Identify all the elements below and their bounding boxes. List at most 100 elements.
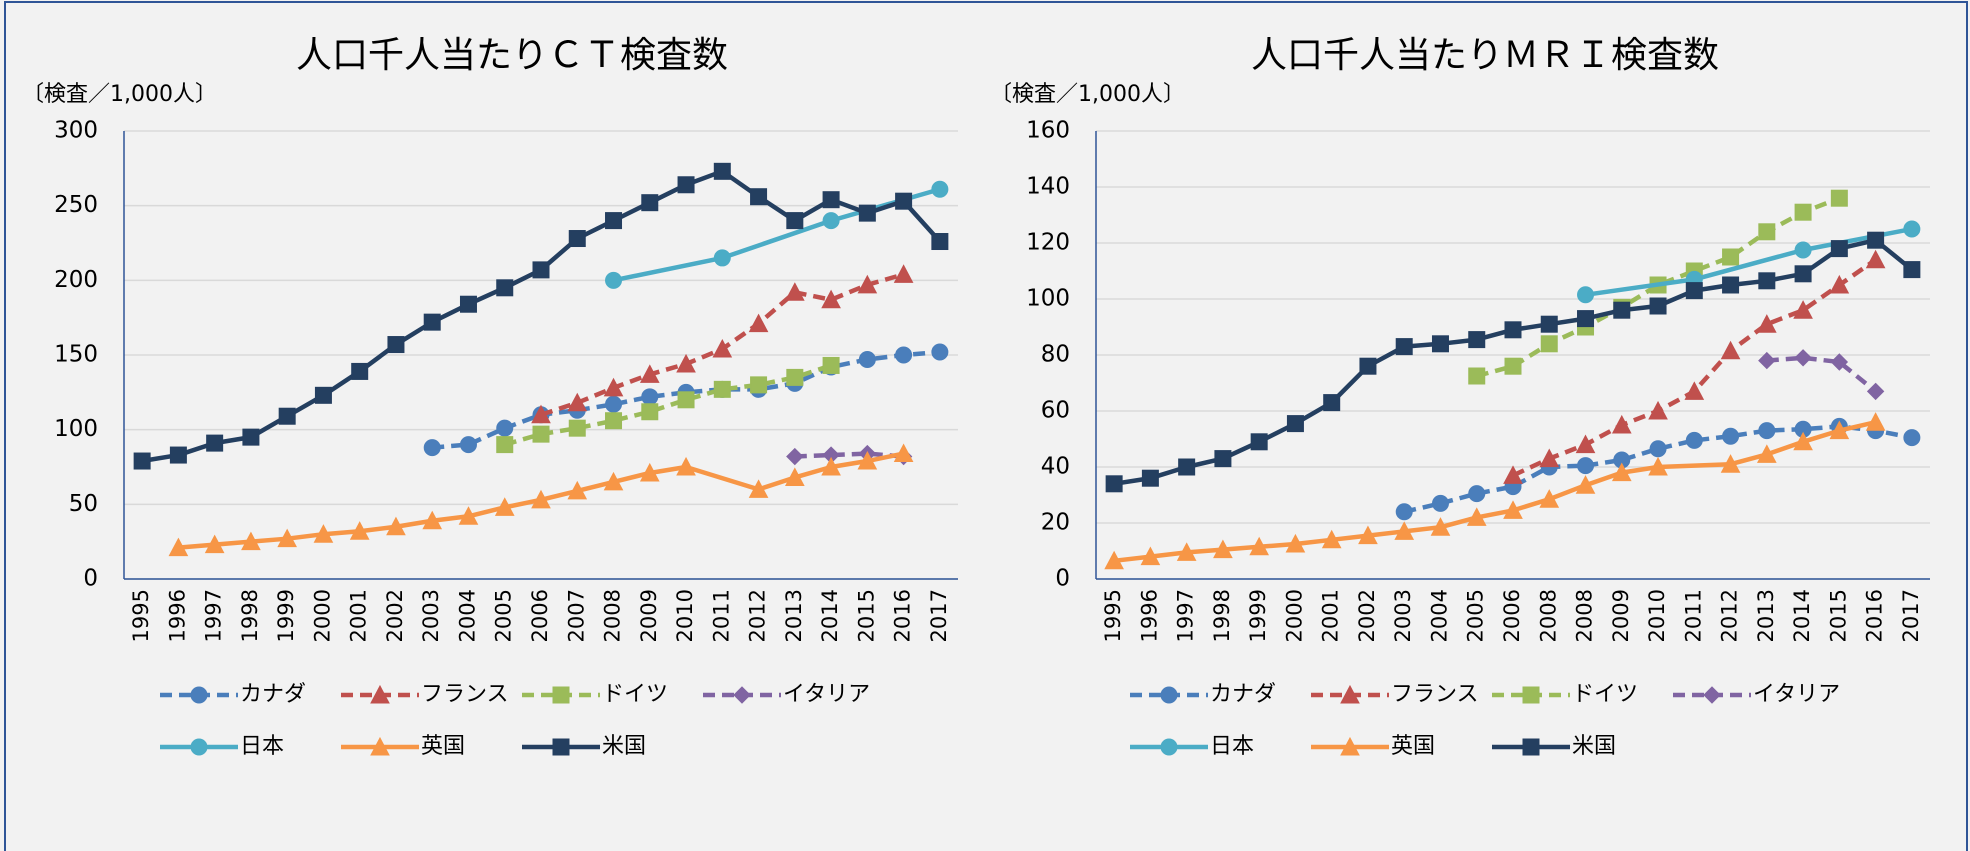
y-tick-label: 0 — [1055, 566, 1070, 592]
series — [1104, 412, 1886, 570]
x-tick-label: 2006 — [528, 589, 552, 642]
x-tick-label: 2000 — [310, 589, 334, 642]
y-tick-label: 20 — [1041, 510, 1070, 536]
marker — [1648, 456, 1668, 476]
marker — [1540, 315, 1558, 333]
marker — [605, 395, 623, 413]
marker — [931, 343, 949, 361]
marker — [531, 404, 551, 424]
marker — [496, 419, 514, 437]
marker — [1613, 301, 1631, 319]
x-tick-label: 1998 — [1210, 589, 1234, 642]
marker — [1213, 539, 1233, 559]
marker — [567, 480, 588, 500]
marker — [459, 436, 477, 454]
marker — [1830, 240, 1848, 258]
marker — [1865, 412, 1886, 431]
marker — [1504, 357, 1522, 375]
frame — [4, 1, 1968, 851]
series — [1577, 220, 1921, 304]
marker — [1794, 265, 1812, 283]
marker — [603, 471, 624, 491]
marker — [641, 388, 659, 406]
legend-marker — [1160, 686, 1178, 704]
y-tick-label: 300 — [54, 118, 98, 144]
marker — [168, 537, 189, 557]
x-tick-label: 2003 — [1391, 589, 1415, 642]
x-tick-label: 1999 — [1246, 589, 1270, 642]
marker — [748, 313, 769, 333]
marker — [387, 336, 405, 354]
legend-label: カナダ — [1210, 682, 1276, 707]
y-tick-label: 50 — [69, 491, 98, 517]
y-tick-label: 120 — [1026, 230, 1070, 256]
legend-label: 米国 — [1572, 734, 1616, 759]
series — [496, 356, 840, 454]
y-tick-label: 0 — [83, 566, 98, 592]
marker — [1575, 475, 1596, 494]
x-tick-label: 2017 — [1899, 589, 1923, 642]
marker — [1394, 521, 1415, 540]
marker — [1214, 450, 1232, 468]
marker — [314, 386, 332, 404]
marker — [1793, 300, 1813, 319]
legend-label: ドイツ — [1572, 682, 1638, 707]
y-tick-label: 60 — [1041, 398, 1070, 424]
marker — [1250, 433, 1268, 451]
marker — [496, 436, 514, 454]
x-tick-label: 2013 — [1754, 589, 1778, 642]
marker — [1178, 458, 1196, 476]
marker — [458, 506, 479, 525]
marker — [1577, 457, 1595, 475]
marker — [1176, 542, 1197, 561]
y-tick-label: 160 — [1026, 118, 1070, 144]
marker — [821, 289, 841, 309]
marker — [1866, 382, 1885, 401]
x-tick-label: 1997 — [1174, 589, 1198, 642]
marker — [677, 391, 695, 409]
marker — [1649, 297, 1667, 315]
x-tick-label: 1997 — [202, 589, 226, 642]
y-axis-label: 〔検査／1,000人〕 — [22, 82, 217, 107]
marker — [351, 362, 369, 380]
marker — [822, 191, 840, 209]
series-line — [1403, 424, 1913, 514]
marker — [1503, 465, 1523, 484]
marker — [242, 428, 260, 446]
marker — [568, 230, 586, 248]
marker — [858, 204, 876, 222]
marker — [532, 425, 550, 443]
series — [1758, 349, 1885, 401]
chart-title: 人口千人当たりＣＴ検査数 — [296, 35, 728, 76]
marker — [1720, 340, 1741, 360]
marker — [423, 439, 441, 457]
marker — [1793, 431, 1813, 451]
marker — [1105, 475, 1123, 493]
series — [133, 162, 949, 470]
marker — [494, 497, 515, 516]
marker — [1903, 261, 1921, 279]
marker — [1141, 469, 1159, 487]
legend-marker — [733, 686, 751, 704]
x-tick-label: 2010 — [673, 589, 697, 642]
marker — [1285, 533, 1306, 553]
marker — [1867, 231, 1885, 249]
x-tick-label: 2013 — [782, 589, 806, 642]
x-tick-label: 2008 — [601, 589, 625, 642]
series-line — [1766, 355, 1878, 394]
marker — [349, 521, 370, 540]
series-line — [1113, 464, 1659, 564]
marker — [1321, 529, 1342, 549]
legend-marker — [552, 738, 570, 756]
marker — [1685, 431, 1703, 449]
marker — [133, 452, 151, 470]
y-tick-label: 150 — [54, 342, 98, 368]
x-tick-label: 2014 — [1790, 589, 1814, 642]
marker — [713, 380, 731, 398]
gap-connector — [721, 218, 832, 261]
marker — [603, 377, 624, 397]
y-tick-label: 200 — [54, 267, 98, 293]
marker — [204, 534, 225, 554]
marker — [750, 376, 768, 394]
marker — [748, 479, 769, 498]
